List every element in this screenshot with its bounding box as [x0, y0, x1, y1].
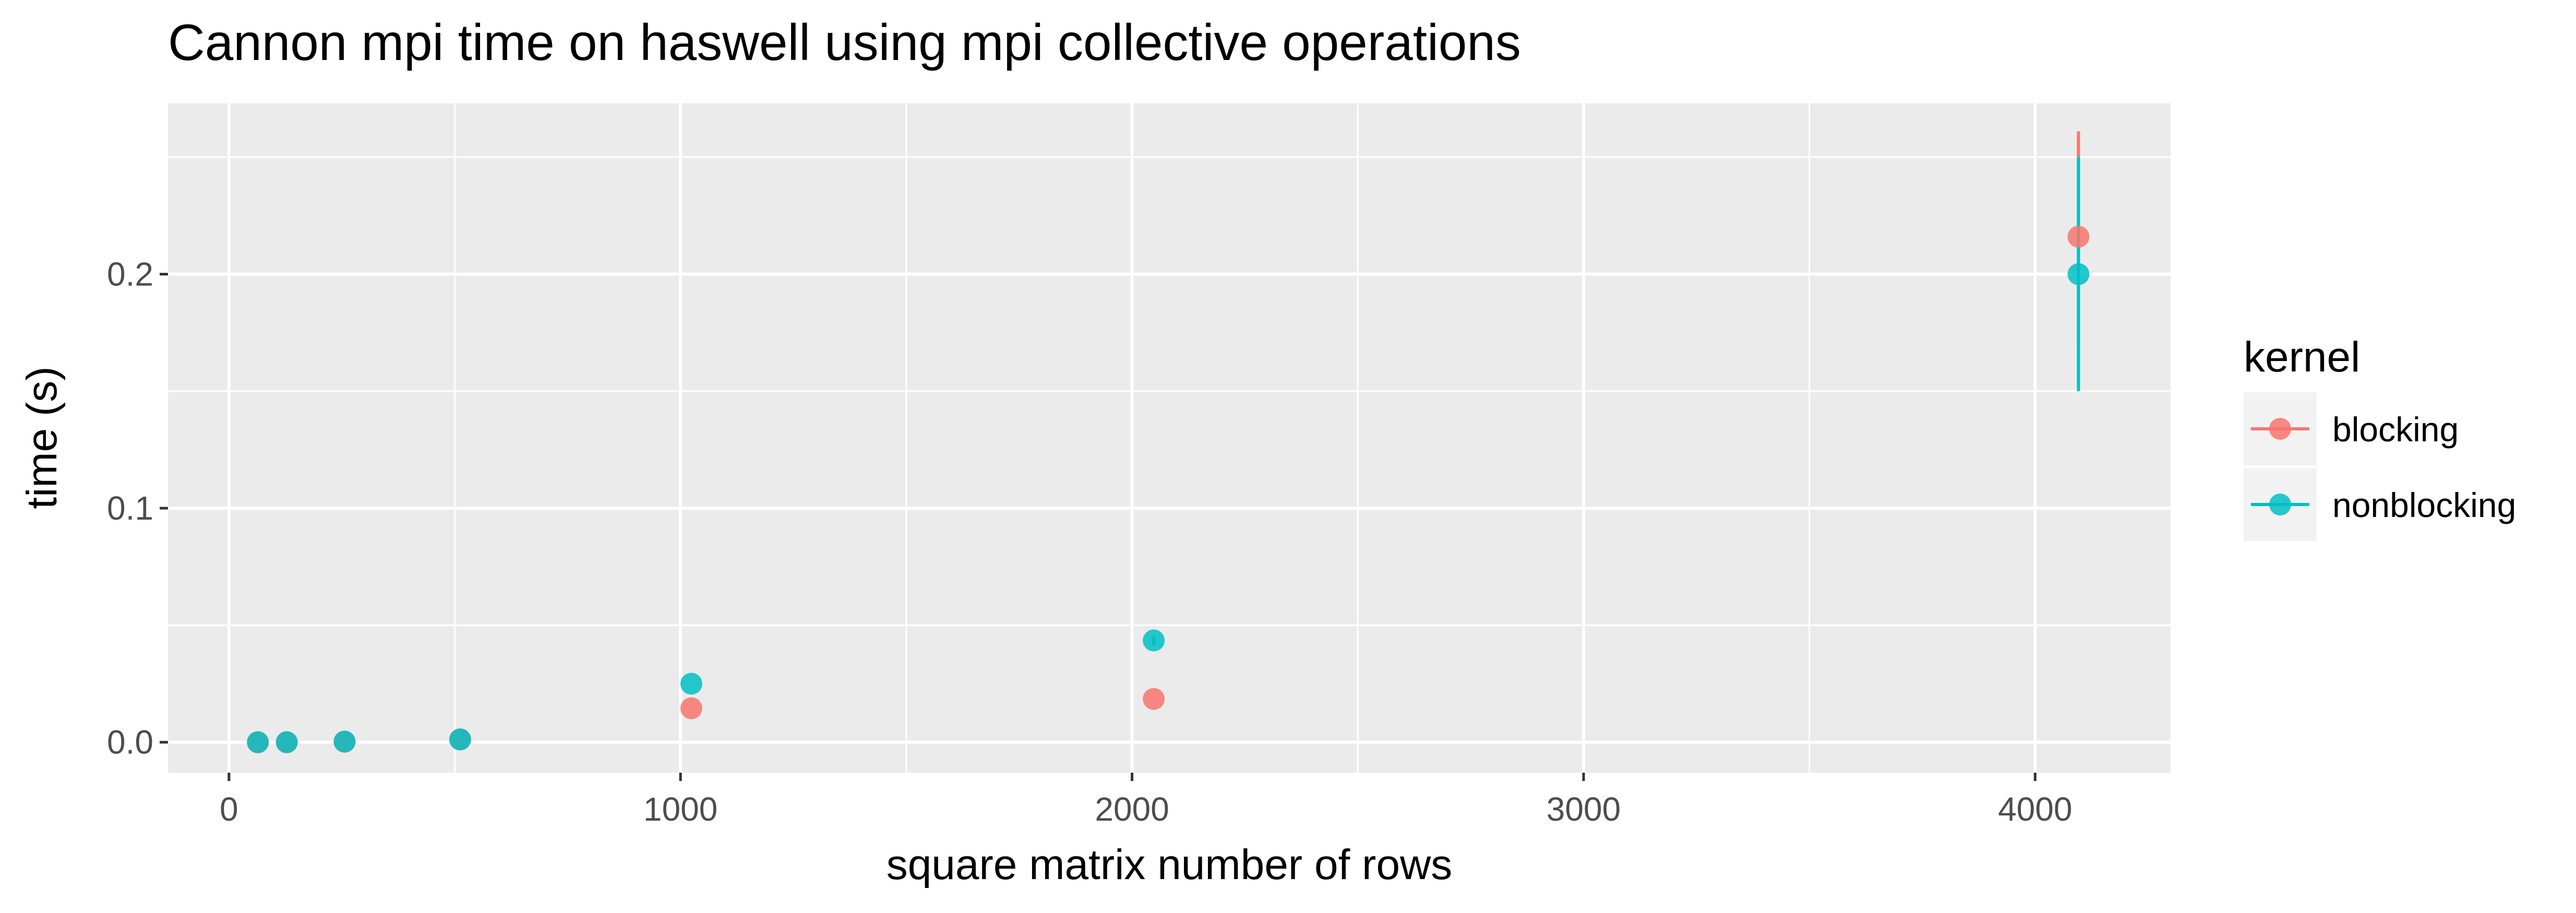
x-tick-label: 3000 [1547, 790, 1621, 828]
y-tick-label: 0.0 [107, 724, 153, 761]
point-nonblocking [333, 730, 356, 753]
point-blocking [2067, 225, 2090, 248]
point-nonblocking [2067, 263, 2090, 285]
grid-layer [168, 103, 2171, 773]
y-tick-label: 0.1 [107, 489, 153, 527]
y-tick-label: 0.2 [107, 255, 153, 293]
point-blocking [1143, 688, 1165, 710]
point-nonblocking [275, 731, 298, 753]
legend-key-blocking [2244, 392, 2317, 465]
x-tick-label: 4000 [1998, 790, 2072, 828]
chart-title: Cannon mpi time on haswell using mpi col… [168, 14, 1521, 71]
x-tick-label: 2000 [1095, 790, 1169, 828]
tick-layer: 0 1000 2000 3000 4000 0.0 0.1 0.2 [107, 255, 2072, 828]
legend: kernel blocking nonblocking [2244, 333, 2516, 541]
plot-panel [168, 103, 2171, 773]
point-nonblocking [247, 731, 269, 753]
legend-label-blocking: blocking [2332, 410, 2459, 449]
x-axis-title: square matrix number of rows [886, 841, 1453, 888]
x-tick-label: 1000 [643, 790, 717, 828]
legend-entries: blocking nonblocking [2244, 392, 2516, 541]
point-layer [247, 225, 2090, 753]
point-blocking [680, 697, 702, 719]
point-nonblocking [1143, 629, 1165, 652]
legend-title: kernel [2244, 333, 2360, 381]
legend-label-nonblocking: nonblocking [2332, 486, 2516, 524]
point-nonblocking [680, 672, 702, 695]
point-nonblocking [449, 728, 471, 751]
y-axis-title: time (s) [18, 366, 66, 509]
x-tick-label: 0 [220, 790, 238, 828]
legend-key-nonblocking [2244, 468, 2317, 541]
